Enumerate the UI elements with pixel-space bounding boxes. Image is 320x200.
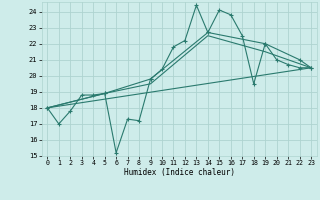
X-axis label: Humidex (Indice chaleur): Humidex (Indice chaleur) (124, 168, 235, 177)
